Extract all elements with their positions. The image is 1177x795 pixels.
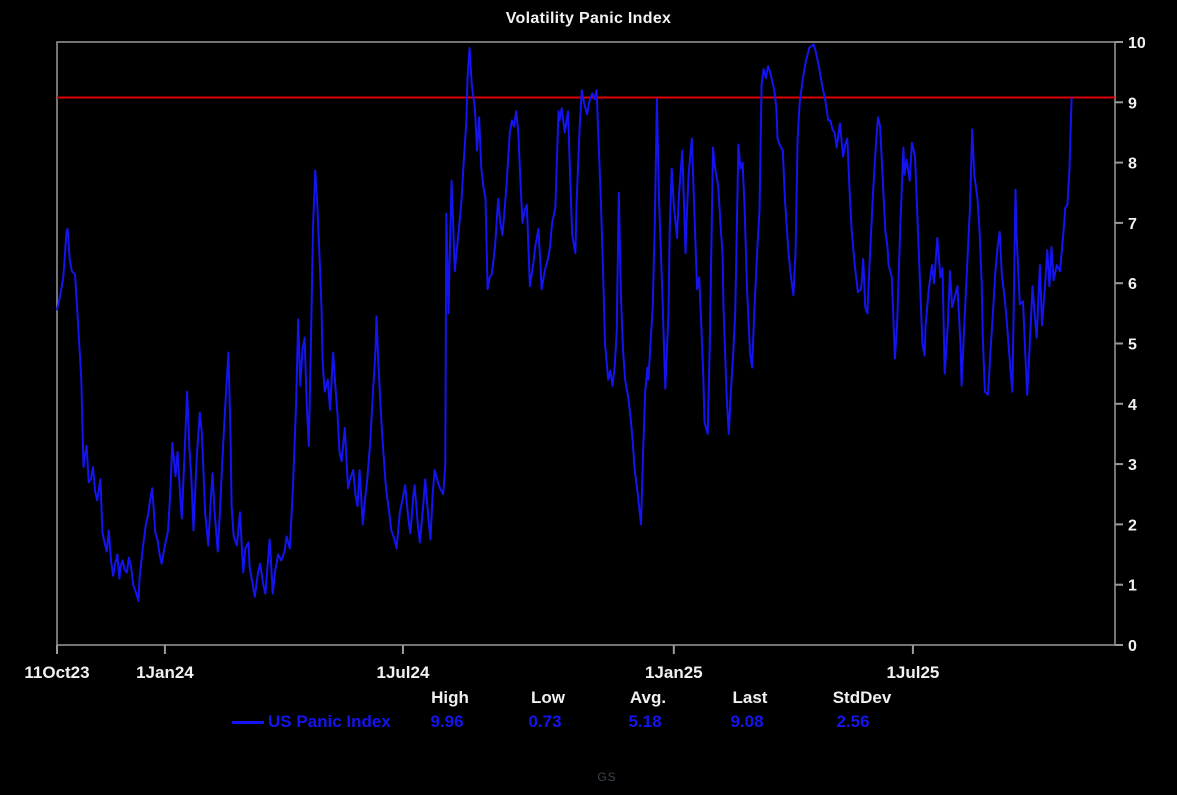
us-panic-index-line — [56, 43, 1073, 602]
stat-value-low: 0.73 — [528, 712, 562, 731]
y-axis-tick-label: 3 — [1128, 457, 1137, 474]
x-axis-tick-label: 1Jul24 — [376, 663, 429, 682]
x-axis-tick-label: 1Jan24 — [136, 663, 194, 682]
y-axis-tick-label: 4 — [1128, 397, 1137, 414]
y-axis-tick-label: 2 — [1128, 517, 1137, 534]
y-axis-tick-label: 9 — [1128, 95, 1137, 112]
stats-header-last: Last — [732, 688, 768, 707]
stats-header-stddev: StdDev — [832, 688, 892, 707]
gs-watermark: GS — [597, 770, 617, 784]
stat-value-last: 9.08 — [730, 712, 764, 731]
plot-frame — [56, 41, 1116, 646]
stat-value-avg: 5.18 — [628, 712, 662, 731]
x-axis-tick-label: 11Oct23 — [24, 663, 89, 682]
y-axis-tick-label: 6 — [1128, 276, 1137, 293]
y-axis-tick-label: 5 — [1128, 337, 1137, 354]
x-axis-tick-label: 1Jan25 — [645, 663, 703, 682]
stats-header-high: High — [431, 688, 469, 707]
y-axis-tick-label: 7 — [1128, 216, 1137, 233]
series-legend-label: US Panic Index — [268, 712, 391, 731]
chart-title: Volatility Panic Index — [505, 10, 672, 27]
x-axis-tick-label: 1Jul25 — [886, 663, 939, 682]
y-axis-tick-label: 0 — [1128, 638, 1137, 655]
stats-header-avg: Avg. — [629, 688, 667, 707]
stat-value-high: 9.96 — [430, 712, 464, 731]
y-axis-tick-label: 10 — [1128, 35, 1146, 52]
y-axis-tick-label: 8 — [1128, 156, 1137, 173]
series-legend-line — [232, 721, 264, 724]
stat-value-stddev: 2.56 — [836, 712, 870, 731]
y-axis-tick-label: 1 — [1128, 578, 1137, 595]
stats-header-low: Low — [531, 688, 565, 707]
